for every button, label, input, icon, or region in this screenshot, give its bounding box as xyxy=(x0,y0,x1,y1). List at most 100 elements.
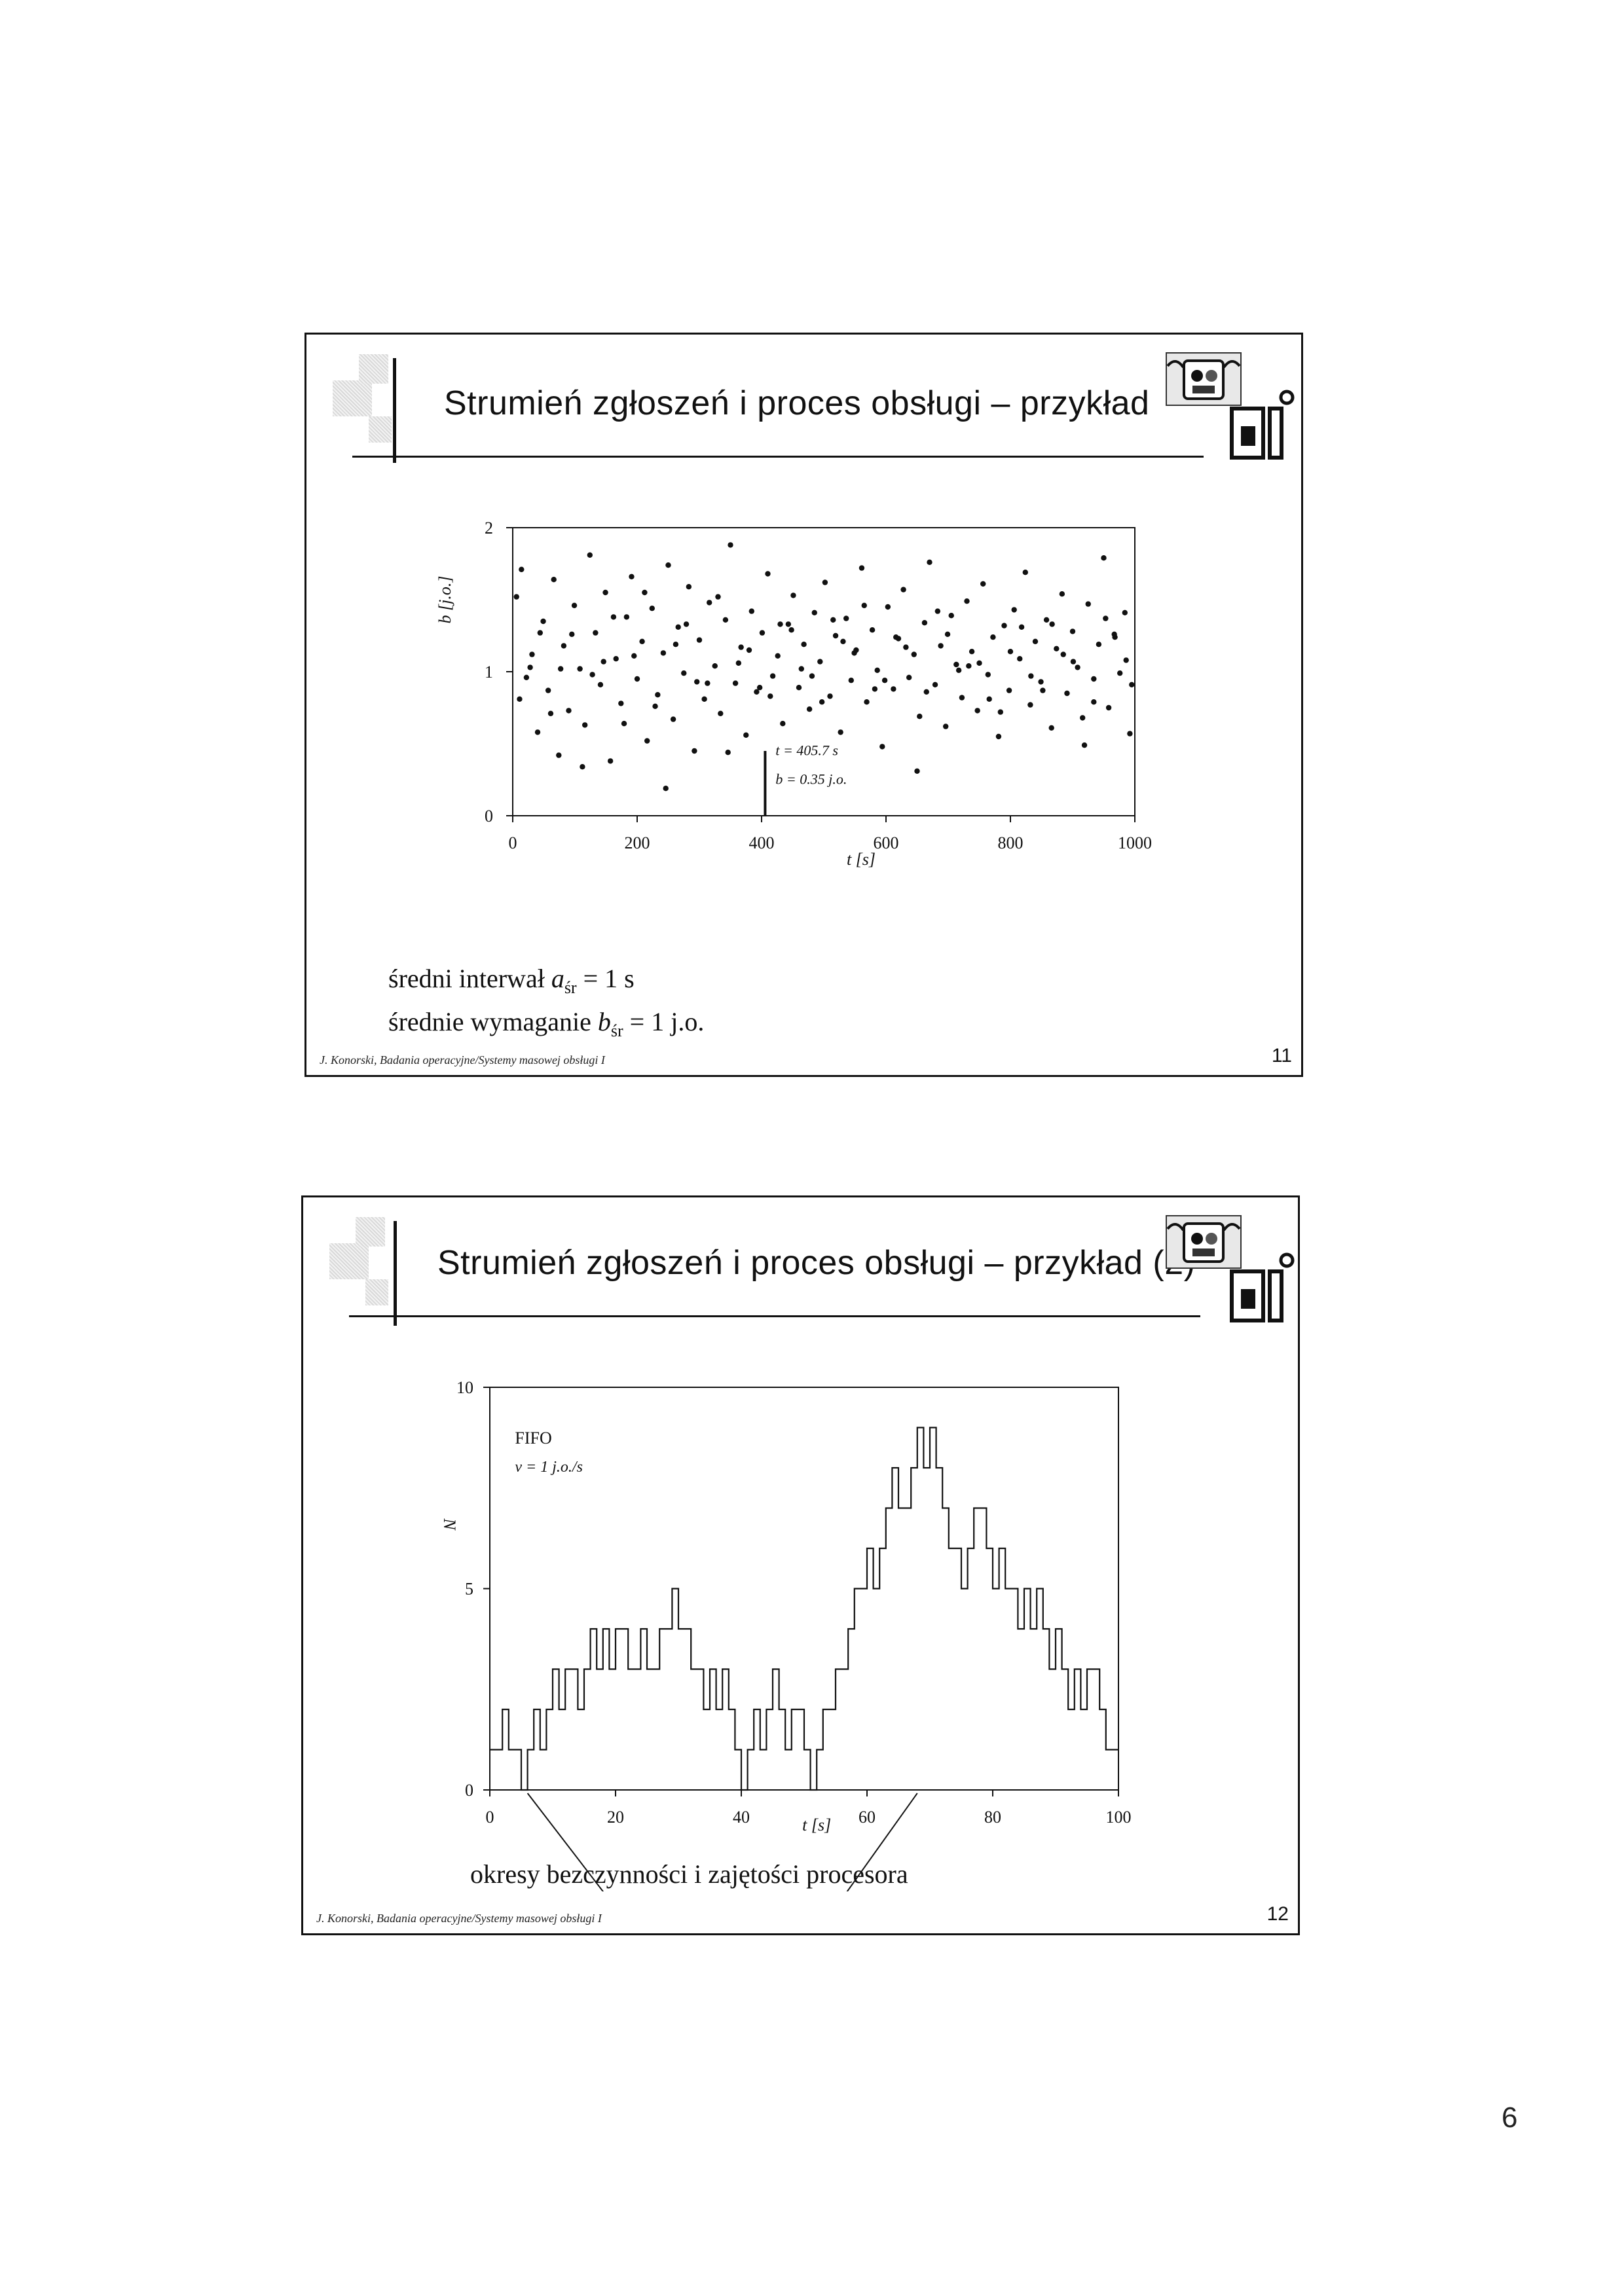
scatter-point xyxy=(534,729,541,735)
crest-icon xyxy=(1166,352,1242,406)
scatter-point xyxy=(527,665,533,670)
ai-letters-icon xyxy=(1230,1252,1295,1322)
scatter-point xyxy=(597,682,604,687)
ai-logo xyxy=(1161,346,1299,464)
scatter-point xyxy=(587,552,593,558)
scatter-point xyxy=(644,738,650,744)
scatter-point xyxy=(990,634,996,640)
slide-2: Strumień zgłoszeń i proces obsługi – prz… xyxy=(301,1195,1300,1935)
scatter-point xyxy=(715,594,721,600)
scatter-point xyxy=(881,678,888,683)
title-underline xyxy=(349,1315,1200,1317)
callout-line-idle xyxy=(526,1793,604,1891)
slide-title: Strumień zgłoszeń i proces obsługi – prz… xyxy=(444,384,1150,422)
scatter-point xyxy=(728,542,733,548)
scatter-point xyxy=(806,706,813,712)
scatter-point xyxy=(861,602,867,608)
scatter-point xyxy=(621,721,627,727)
scatter-point xyxy=(872,686,878,692)
scatter-point xyxy=(593,630,599,636)
scatter-point xyxy=(1018,624,1025,630)
scatter-point xyxy=(652,703,658,709)
slide-number: 11 xyxy=(1271,1045,1292,1066)
scatter-point xyxy=(634,676,640,682)
x-tick-label: 600 xyxy=(874,833,899,852)
scatter-point xyxy=(580,764,585,770)
scatter-point xyxy=(1064,690,1070,697)
scatter-point xyxy=(759,630,766,636)
x-axis-label: t [s] xyxy=(802,1815,831,1834)
scatter-point xyxy=(953,661,959,668)
scatter-point xyxy=(959,695,965,701)
scatter-point xyxy=(1001,623,1007,629)
scatter-point xyxy=(976,660,982,666)
scatter-point xyxy=(838,729,843,735)
scatter-point xyxy=(1127,731,1133,737)
scatter-point xyxy=(943,723,949,729)
queue-length-series xyxy=(490,1427,1118,1791)
scatter-point xyxy=(903,644,909,650)
scatter-point xyxy=(858,565,865,571)
scatter-point xyxy=(769,673,776,679)
annotation-demand: b = 0.35 j.o. xyxy=(775,771,847,788)
x-tick-label: 80 xyxy=(984,1808,1001,1827)
x-tick-label: 100 xyxy=(1106,1808,1132,1827)
scatter-point xyxy=(767,693,773,699)
scatter-point xyxy=(995,733,1002,740)
scatter-point xyxy=(523,674,530,680)
notes-demand-value: = 1 j.o. xyxy=(623,1007,705,1036)
decorative-squares xyxy=(333,354,392,452)
scatter-point xyxy=(1123,657,1129,663)
scatter-point xyxy=(843,615,849,621)
scatter-point xyxy=(948,613,954,619)
scatter-point xyxy=(701,696,707,702)
scatter-point xyxy=(927,559,932,565)
scatter-point xyxy=(600,659,606,665)
scatter-point xyxy=(798,666,804,672)
y-tick-label: 1 xyxy=(485,663,493,682)
line-axes: 0 20 40 60 80 100 0 5 10 t [s] N xyxy=(440,1378,1132,1834)
y-axis-label: N xyxy=(440,1518,459,1531)
idle-busy-callout-lines xyxy=(526,1793,918,1891)
scatter-point xyxy=(673,642,679,647)
scatter-point xyxy=(670,716,676,722)
scatter-point xyxy=(796,685,802,691)
scatter-point xyxy=(712,663,718,669)
scatter-point xyxy=(571,602,578,608)
annotation-time: t = 405.7 s xyxy=(775,742,838,759)
scatter-point xyxy=(809,673,815,679)
notes-interval-symbol: a xyxy=(551,964,564,993)
scatter-chart: 0 200 400 600 800 1000 0 1 2 t [s] b [j.o.] t = 40… xyxy=(435,519,1152,869)
scatter-point xyxy=(914,768,920,774)
scatter-point xyxy=(1129,682,1135,687)
scatter-point xyxy=(1060,651,1066,657)
scatter-point xyxy=(1048,725,1054,731)
x-tick-label: 400 xyxy=(749,833,775,852)
y-tick-label: 5 xyxy=(465,1580,473,1599)
slide-notes: średni interwał aśr = 1 s średnie wymaga… xyxy=(388,962,704,1048)
scatter-point xyxy=(869,627,876,633)
x-tick-label: 1000 xyxy=(1118,833,1152,852)
scatter-point xyxy=(1027,702,1033,708)
scatter-point xyxy=(1038,679,1044,685)
scatter-point xyxy=(631,653,637,659)
title-accent-line xyxy=(393,358,396,463)
scatter-point xyxy=(561,643,567,649)
scatter-point xyxy=(974,708,980,714)
notes-line-demand: średnie wymaganie bśr = 1 j.o. xyxy=(388,1005,704,1048)
scatter-point xyxy=(917,714,923,720)
scatter-point xyxy=(817,659,823,665)
scatter-point xyxy=(785,621,792,627)
ai-logo xyxy=(1161,1209,1299,1327)
scatter-point xyxy=(822,579,828,585)
scatter-point xyxy=(997,709,1003,715)
x-tick-label: 800 xyxy=(998,833,1024,852)
y-tick-label: 0 xyxy=(485,807,493,826)
scatter-point xyxy=(1006,687,1012,693)
scatter-point xyxy=(966,663,972,669)
scatter-point xyxy=(980,581,986,587)
scatter-point xyxy=(1081,742,1088,748)
scatter-point xyxy=(748,608,754,614)
scatter-point xyxy=(756,685,763,691)
callout-line-busy xyxy=(846,1793,918,1891)
